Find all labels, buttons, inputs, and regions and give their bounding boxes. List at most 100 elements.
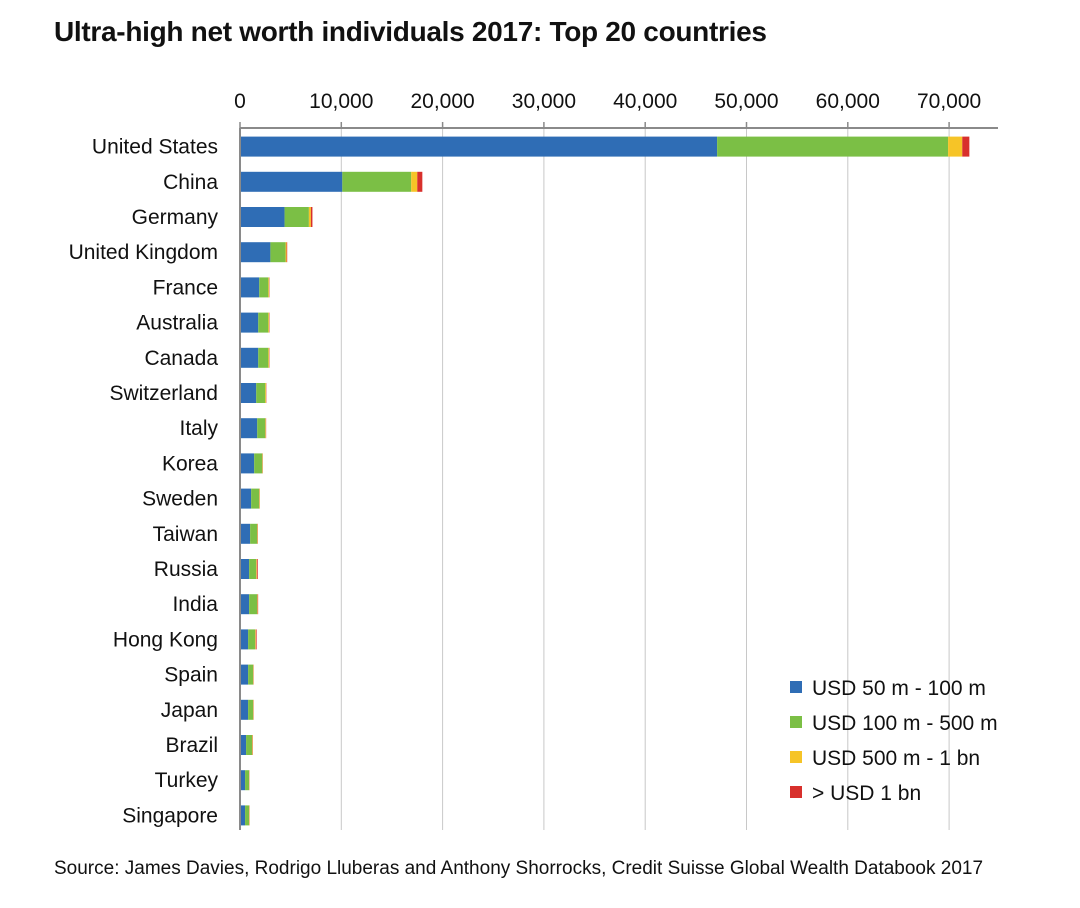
bar-segment: [240, 242, 271, 263]
category-label: Russia: [154, 558, 219, 581]
bar-segment: [257, 418, 266, 439]
bar-segment: [265, 418, 266, 439]
category-label: Taiwan: [153, 523, 218, 546]
bar-segment: [268, 312, 270, 333]
bar-segment: [240, 347, 259, 368]
bar-segment: [258, 312, 269, 333]
x-tick-label: 60,000: [816, 90, 880, 113]
category-label: Italy: [179, 417, 218, 440]
category-label: China: [163, 171, 218, 194]
category-label: United Kingdom: [69, 241, 218, 264]
bar-segment: [246, 735, 253, 755]
category-label: France: [153, 276, 218, 299]
bar-segment: [308, 207, 311, 227]
x-tick-label: 70,000: [917, 90, 981, 113]
bar-segment: [240, 629, 249, 650]
bar-segment: [249, 594, 258, 615]
bar-chart: 0 10,000 20,000 30,000 40,000 50,000 60,000 70,…: [69, 90, 998, 830]
bar-segment: [240, 805, 246, 826]
bar-segment: [284, 207, 309, 227]
bar-segment: [240, 207, 285, 227]
category-label: United States: [92, 136, 218, 159]
bar-segment: [342, 171, 412, 192]
bar-segment: [240, 171, 343, 192]
bar-segment: [240, 312, 259, 333]
x-tick-label: 30,000: [512, 90, 576, 113]
bar-segment: [240, 453, 255, 474]
bar-segment: [270, 242, 286, 263]
bar-segment: [257, 594, 259, 615]
gridlines: [340, 128, 950, 830]
bar-segment: [256, 383, 266, 403]
bar-segment: [240, 523, 251, 544]
category-label: India: [172, 593, 218, 616]
bar-segment: [268, 277, 269, 298]
chart-title: Ultra-high net worth individuals 2017: T…: [54, 16, 767, 47]
bar-segment: [248, 629, 256, 650]
legend-label: USD 50 m - 100 m: [812, 677, 986, 700]
bar-segment: [240, 770, 246, 791]
x-tick-label: 40,000: [613, 90, 677, 113]
legend-swatch: [790, 786, 802, 798]
bar-segment: [248, 664, 254, 685]
bar-segment: [268, 347, 269, 368]
bar-segment: [310, 207, 313, 227]
category-label: Australia: [136, 312, 218, 335]
bar-segment: [251, 488, 260, 509]
bar-segment: [256, 559, 258, 579]
category-label: Germany: [132, 206, 219, 229]
bar-segment: [255, 629, 256, 650]
legend-swatch: [790, 716, 802, 728]
bar-segment: [256, 559, 257, 579]
category-label: Singapore: [122, 804, 218, 827]
bar-segment: [250, 523, 258, 544]
bar-segment: [240, 136, 718, 157]
x-tick-label: 20,000: [410, 90, 474, 113]
legend-label: > USD 1 bn: [812, 782, 921, 805]
bar-segment: [411, 171, 418, 192]
bar-segment: [245, 805, 250, 826]
bar-segment: [417, 171, 423, 192]
legend: USD 50 m - 100 m USD 100 m - 500 m USD 500…: [790, 677, 998, 805]
bar-segment: [240, 559, 250, 579]
bar-segment: [255, 629, 257, 650]
bar-segment: [286, 242, 288, 263]
category-label: Switzerland: [109, 382, 218, 405]
x-tick-label: 10,000: [309, 90, 373, 113]
bar-segment: [245, 770, 250, 791]
x-tick-label: 50,000: [714, 90, 778, 113]
category-label: Spain: [164, 664, 218, 687]
bar-segment: [240, 383, 257, 403]
bar-segment: [240, 488, 252, 509]
category-label: Sweden: [142, 488, 218, 511]
bar-segment: [948, 136, 963, 157]
x-tick-labels: 0 10,000 20,000 30,000 40,000 50,000 60,000 70,…: [234, 90, 981, 113]
category-label: Japan: [161, 699, 218, 722]
bar-segment: [254, 453, 263, 474]
legend-label: USD 500 m - 1 bn: [812, 747, 980, 770]
bar-segment: [259, 277, 269, 298]
category-label: Hong Kong: [113, 628, 218, 651]
bar-segment: [240, 735, 247, 755]
bar-segment: [240, 699, 249, 720]
bar-segment: [717, 136, 949, 157]
legend-swatch: [790, 681, 802, 693]
category-label: Brazil: [165, 734, 218, 757]
bar-segment: [265, 383, 267, 403]
legend-label: USD 100 m - 500 m: [812, 712, 998, 735]
bar-segment: [240, 664, 249, 685]
bar-segment: [285, 242, 287, 263]
category-label: Turkey: [155, 769, 219, 792]
bar-segment: [240, 594, 250, 615]
bar-segment: [240, 277, 260, 298]
bars: [240, 136, 970, 826]
legend-swatch: [790, 751, 802, 763]
category-labels: United States China Germany United Kingdom F…: [69, 136, 219, 828]
bar-segment: [240, 418, 258, 439]
x-axis: [239, 122, 998, 830]
x-tick-label: 0: [234, 90, 246, 113]
source-note: Source: James Davies, Rodrigo Lluberas a…: [54, 858, 984, 879]
category-label: Korea: [162, 452, 218, 475]
bar-segment: [249, 559, 257, 579]
bar-segment: [258, 347, 269, 368]
